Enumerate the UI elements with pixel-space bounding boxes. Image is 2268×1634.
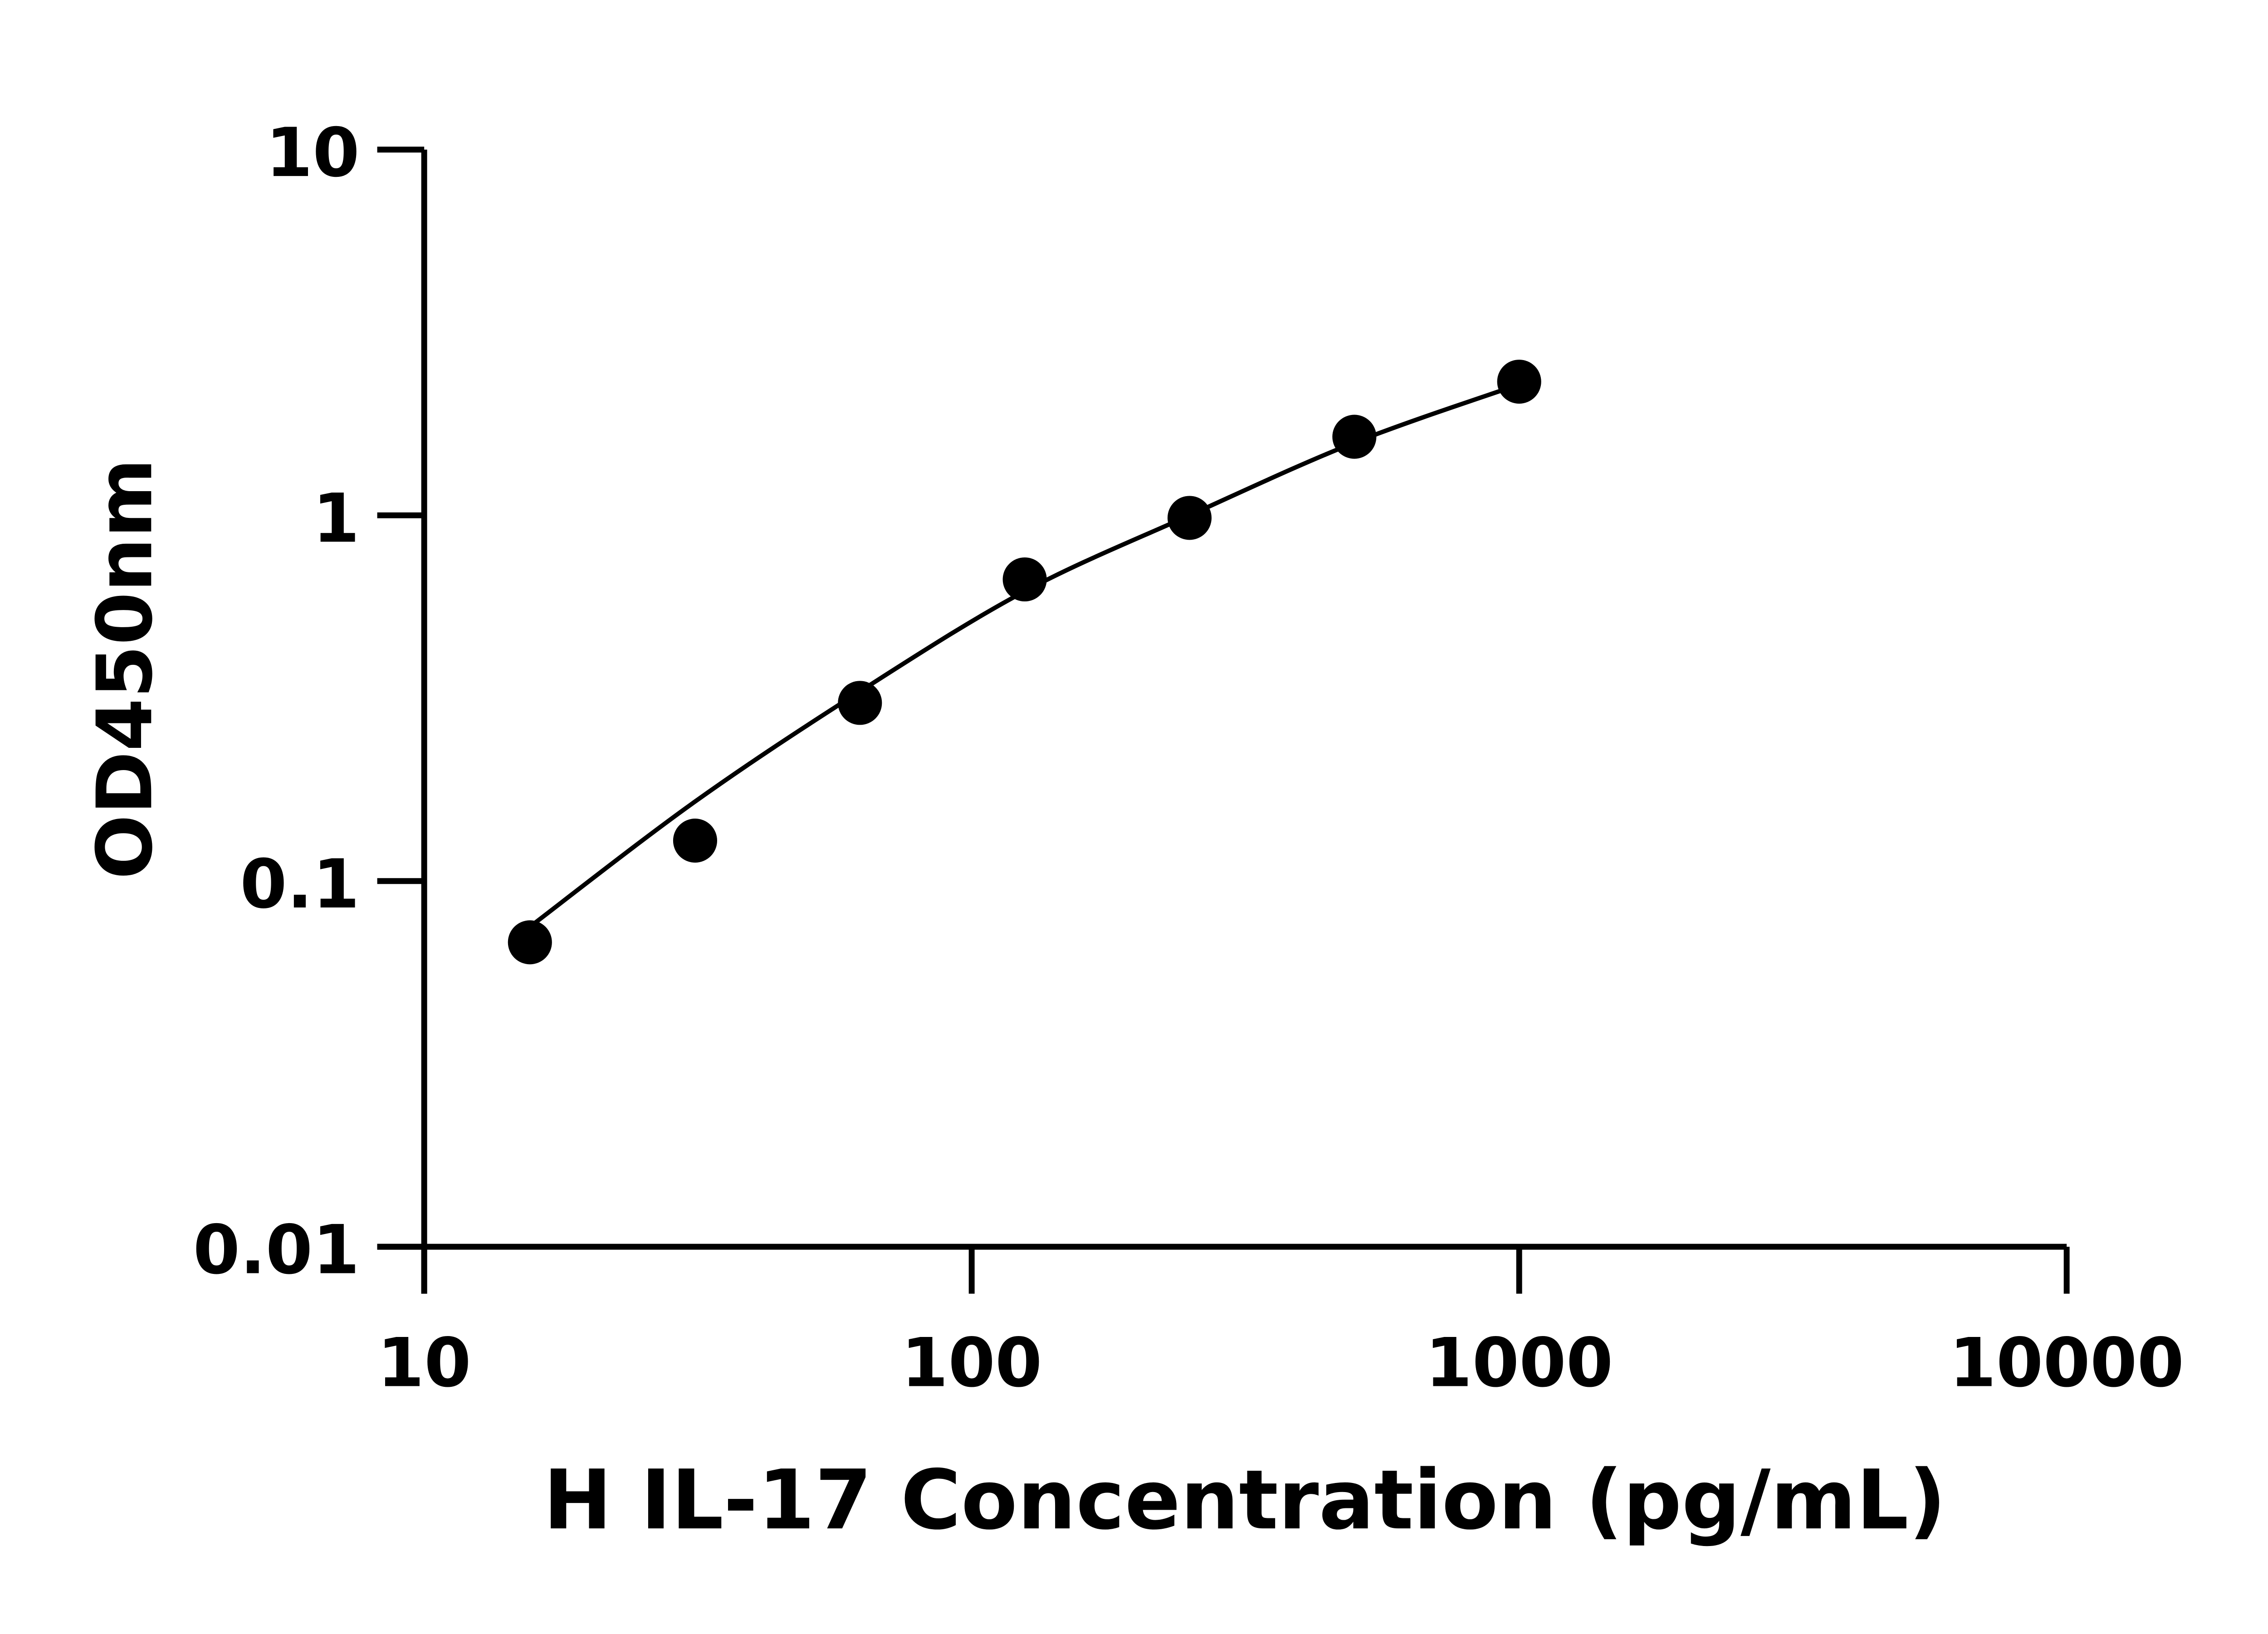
y-tick-label: 0.1 (240, 845, 360, 924)
y-axis-label: OD450nm (80, 458, 169, 880)
y-tick-label: 10 (266, 114, 360, 192)
x-tick-label: 10 (377, 1324, 471, 1402)
data-point (1002, 557, 1047, 602)
x-tick-label: 100 (901, 1324, 1042, 1402)
data-point (838, 681, 882, 725)
data-point (1167, 496, 1212, 540)
marks (508, 360, 1541, 965)
x-axis-label: H IL-17 Concentration (pg/mL) (543, 1452, 1946, 1548)
data-point (1497, 360, 1541, 404)
x-tick-label: 10000 (1949, 1324, 2184, 1402)
x-tick-label: 1000 (1425, 1324, 1613, 1402)
axes: 10 100 1000 10000 0.01 0.1 1 10 (193, 114, 2184, 1402)
data-point (508, 920, 552, 965)
y-tick-label: 1 (313, 480, 360, 558)
data-point (673, 819, 717, 863)
y-tick-label: 0.01 (193, 1211, 360, 1289)
data-point (1332, 415, 1377, 459)
